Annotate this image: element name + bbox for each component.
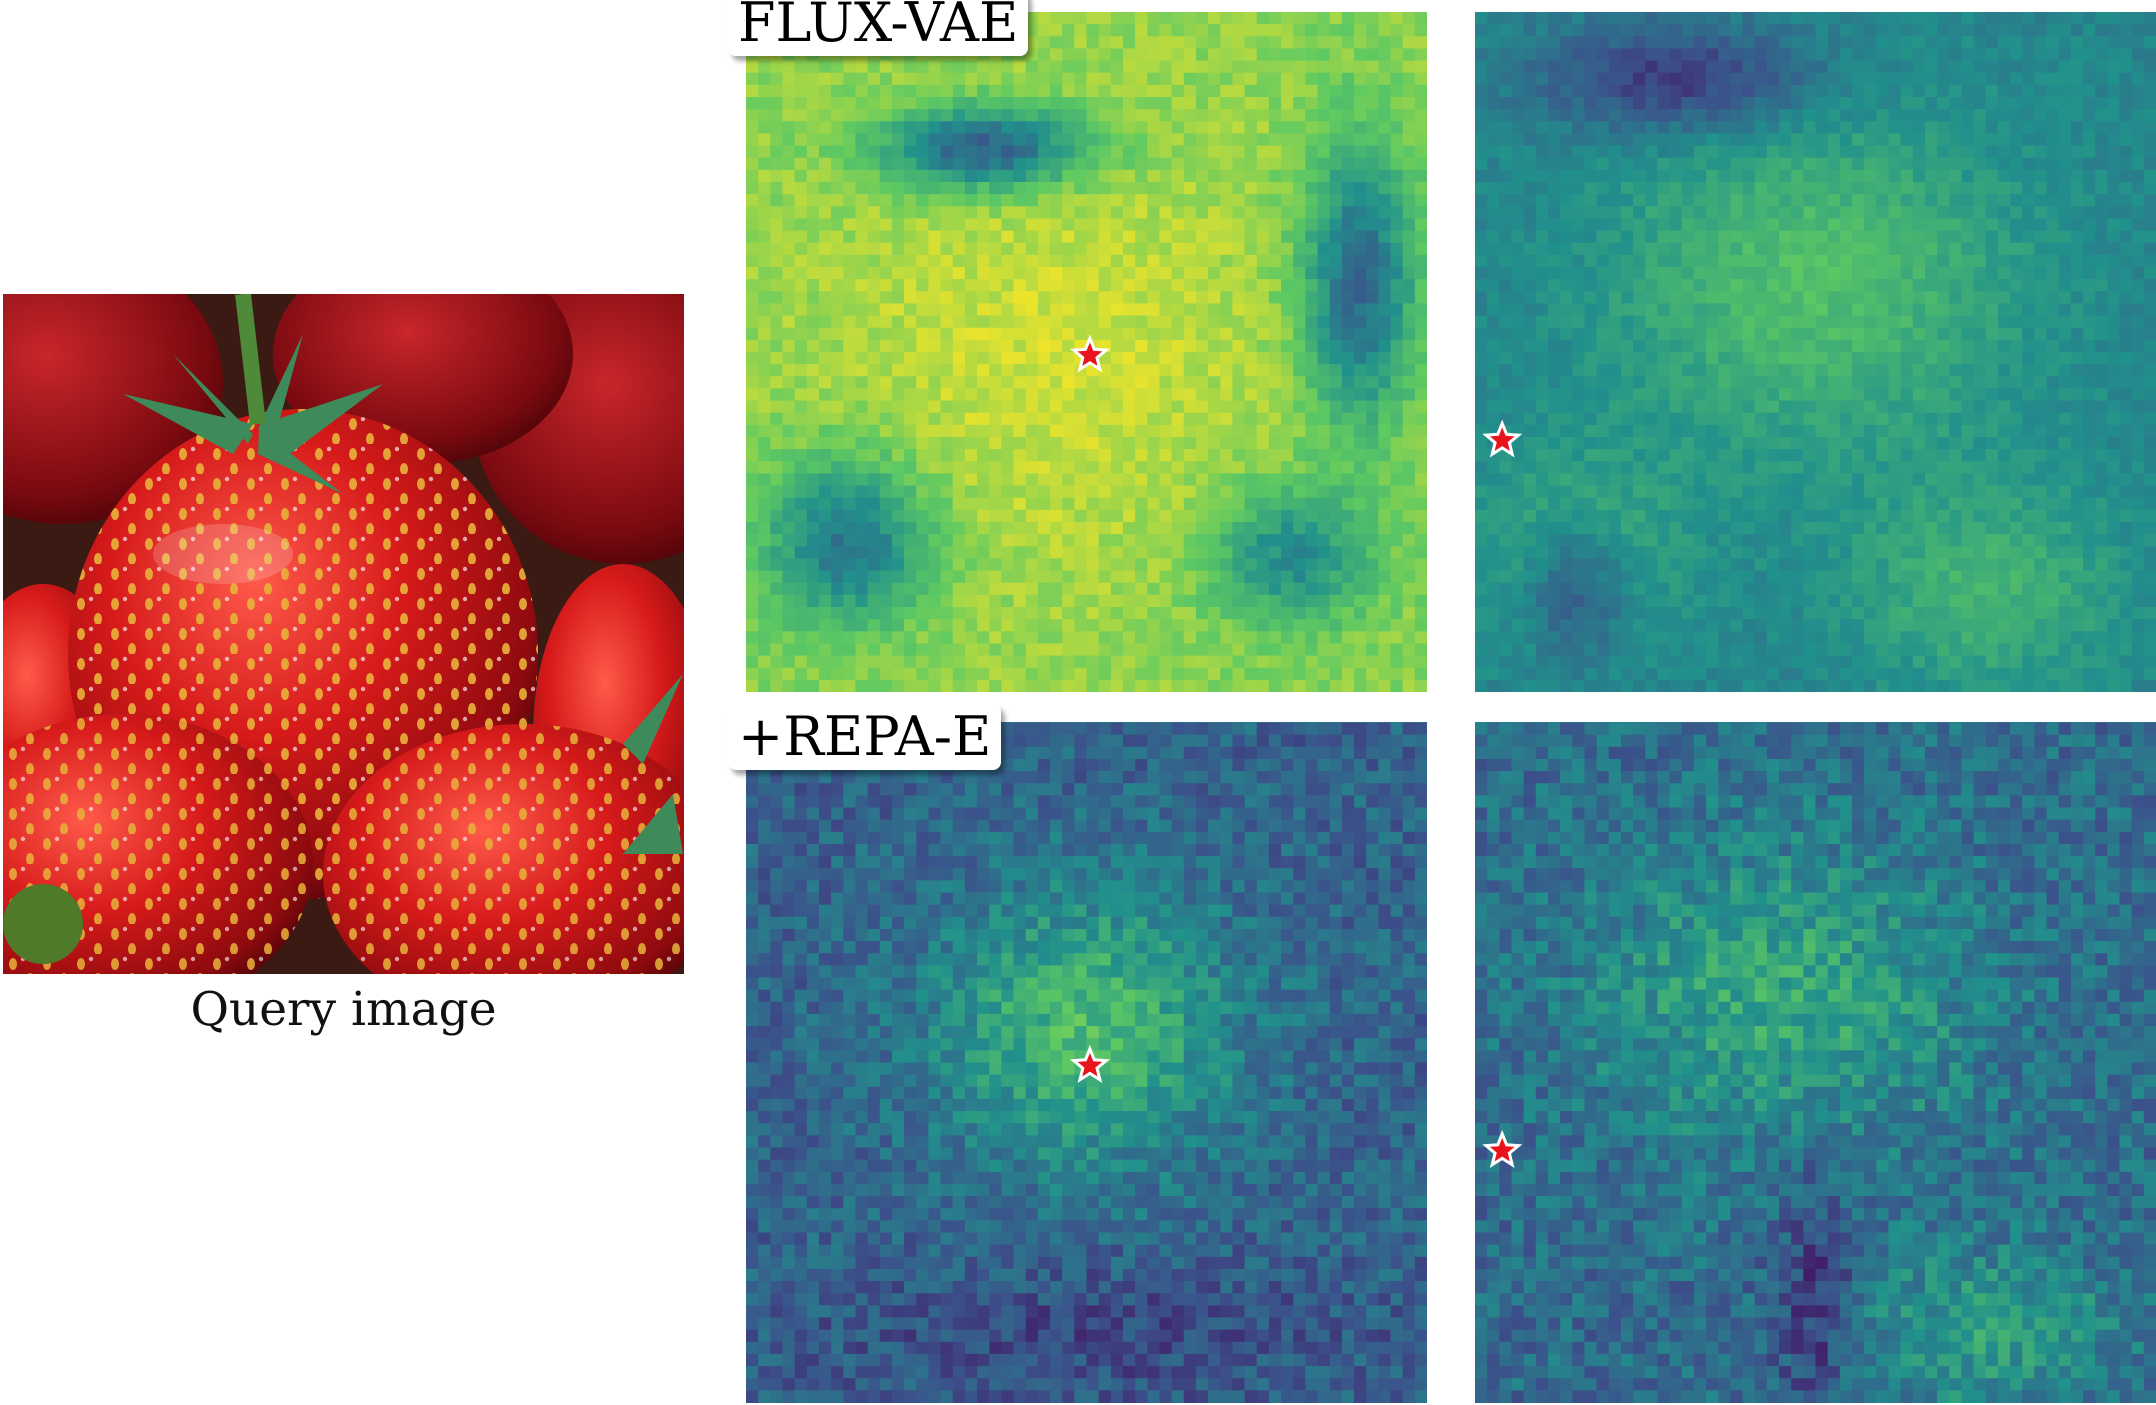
row-label-repa-e: +REPA-E [728,704,1002,770]
star-marker-icon [1069,1044,1110,1083]
heatmap-flux-vae-right [1475,12,2156,692]
star-marker-icon [1482,419,1523,458]
heatmap-repa-e-left [746,722,1427,1403]
similarity-heatmap [746,722,1427,1403]
query-image [3,294,684,974]
star-marker-icon [1482,1129,1523,1168]
similarity-heatmap [1475,722,2156,1403]
star-marker-icon [1069,334,1110,373]
heatmap-repa-e-right [1475,722,2156,1403]
star-marker-icon [1069,334,1110,373]
strawberry-photo [3,294,684,974]
star-marker-icon [1069,1044,1110,1083]
heatmap-flux-vae-left [746,12,1427,692]
query-caption: Query image [190,982,497,1037]
star-marker-icon [1482,419,1523,458]
row-label-flux-vae: FLUX-VAE [728,0,1029,56]
similarity-heatmap [746,12,1427,692]
similarity-heatmap [1475,12,2156,692]
star-marker-icon [1482,1129,1523,1168]
